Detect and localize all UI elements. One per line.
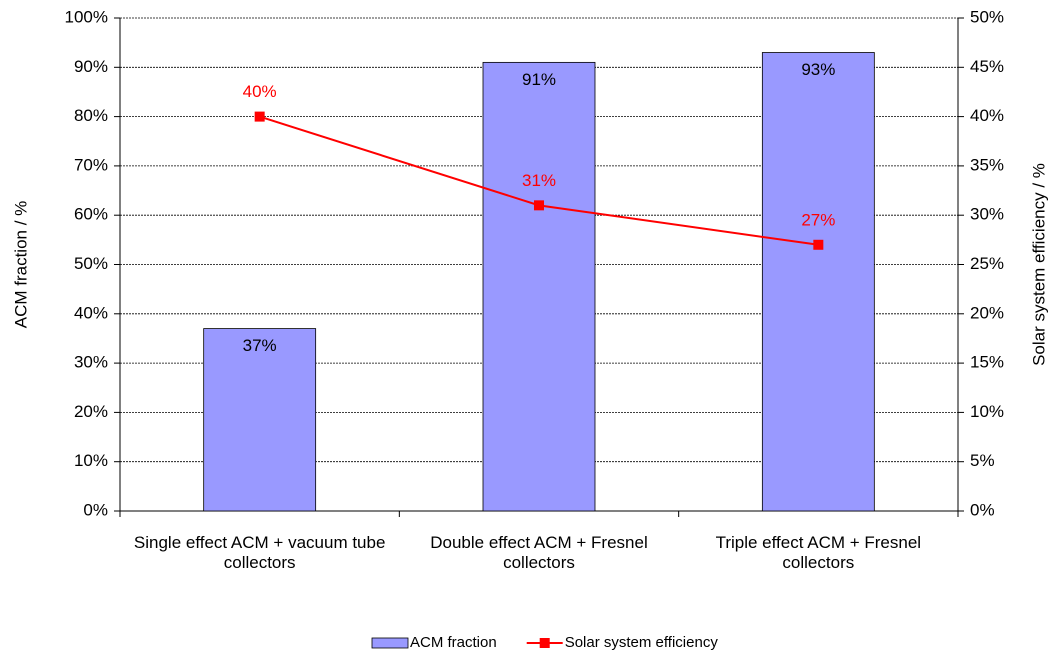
legend-swatch <box>371 637 409 649</box>
bar <box>482 61 596 512</box>
y2-tick-label: 35% <box>970 155 1004 174</box>
marker <box>534 200 544 211</box>
x-tick-label: Double effect ACM + Fresnel collectors <box>430 533 648 572</box>
y-axis-title: ACM fraction / % <box>11 201 30 329</box>
y2-tick-label: 20% <box>970 303 1004 322</box>
y-tick-label: 10% <box>74 451 108 470</box>
bar <box>203 328 317 512</box>
y2-tick-label: 5% <box>970 451 995 470</box>
y2-tick-label: 40% <box>970 106 1004 125</box>
y-tick-label: 40% <box>74 303 108 322</box>
data-label: 40% <box>243 82 277 101</box>
y-tick-label: 90% <box>74 57 108 76</box>
y-tick-label: 100% <box>65 7 108 26</box>
legend-swatch <box>539 638 550 648</box>
y2-tick-label: 0% <box>970 500 995 519</box>
legend-label: Solar system efficiency <box>565 634 719 651</box>
bar <box>761 52 875 512</box>
x-tick-label: Single effect ACM + vacuum tube collecto… <box>133 533 386 572</box>
y2-tick-label: 10% <box>970 402 1004 421</box>
y-tick-label: 30% <box>74 353 108 372</box>
marker <box>254 111 265 122</box>
y-tick-label: 70% <box>74 155 108 174</box>
y-tick-label: 60% <box>74 205 108 224</box>
data-label: 27% <box>801 210 835 229</box>
y2-tick-label: 15% <box>970 353 1004 372</box>
y2-tick-label: 45% <box>970 57 1004 76</box>
y2-tick-label: 50% <box>970 7 1004 26</box>
data-label: 37% <box>243 336 277 355</box>
legend-label: ACM fraction <box>410 634 497 651</box>
data-label: 31% <box>522 171 556 190</box>
data-label: 91% <box>522 70 556 89</box>
y-tick-label: 50% <box>74 254 108 273</box>
y2-tick-label: 30% <box>970 205 1004 224</box>
marker <box>813 239 824 250</box>
y-tick-label: 0% <box>83 500 108 519</box>
y2-tick-label: 25% <box>970 254 1004 273</box>
y-tick-label: 80% <box>74 106 108 125</box>
y2-axis-title: Solar system efficiency / % <box>1029 163 1048 366</box>
data-label: 93% <box>801 60 835 79</box>
y-tick-label: 20% <box>74 402 108 421</box>
x-tick-label: Triple effect ACM + Fresnel collectors <box>715 533 922 572</box>
